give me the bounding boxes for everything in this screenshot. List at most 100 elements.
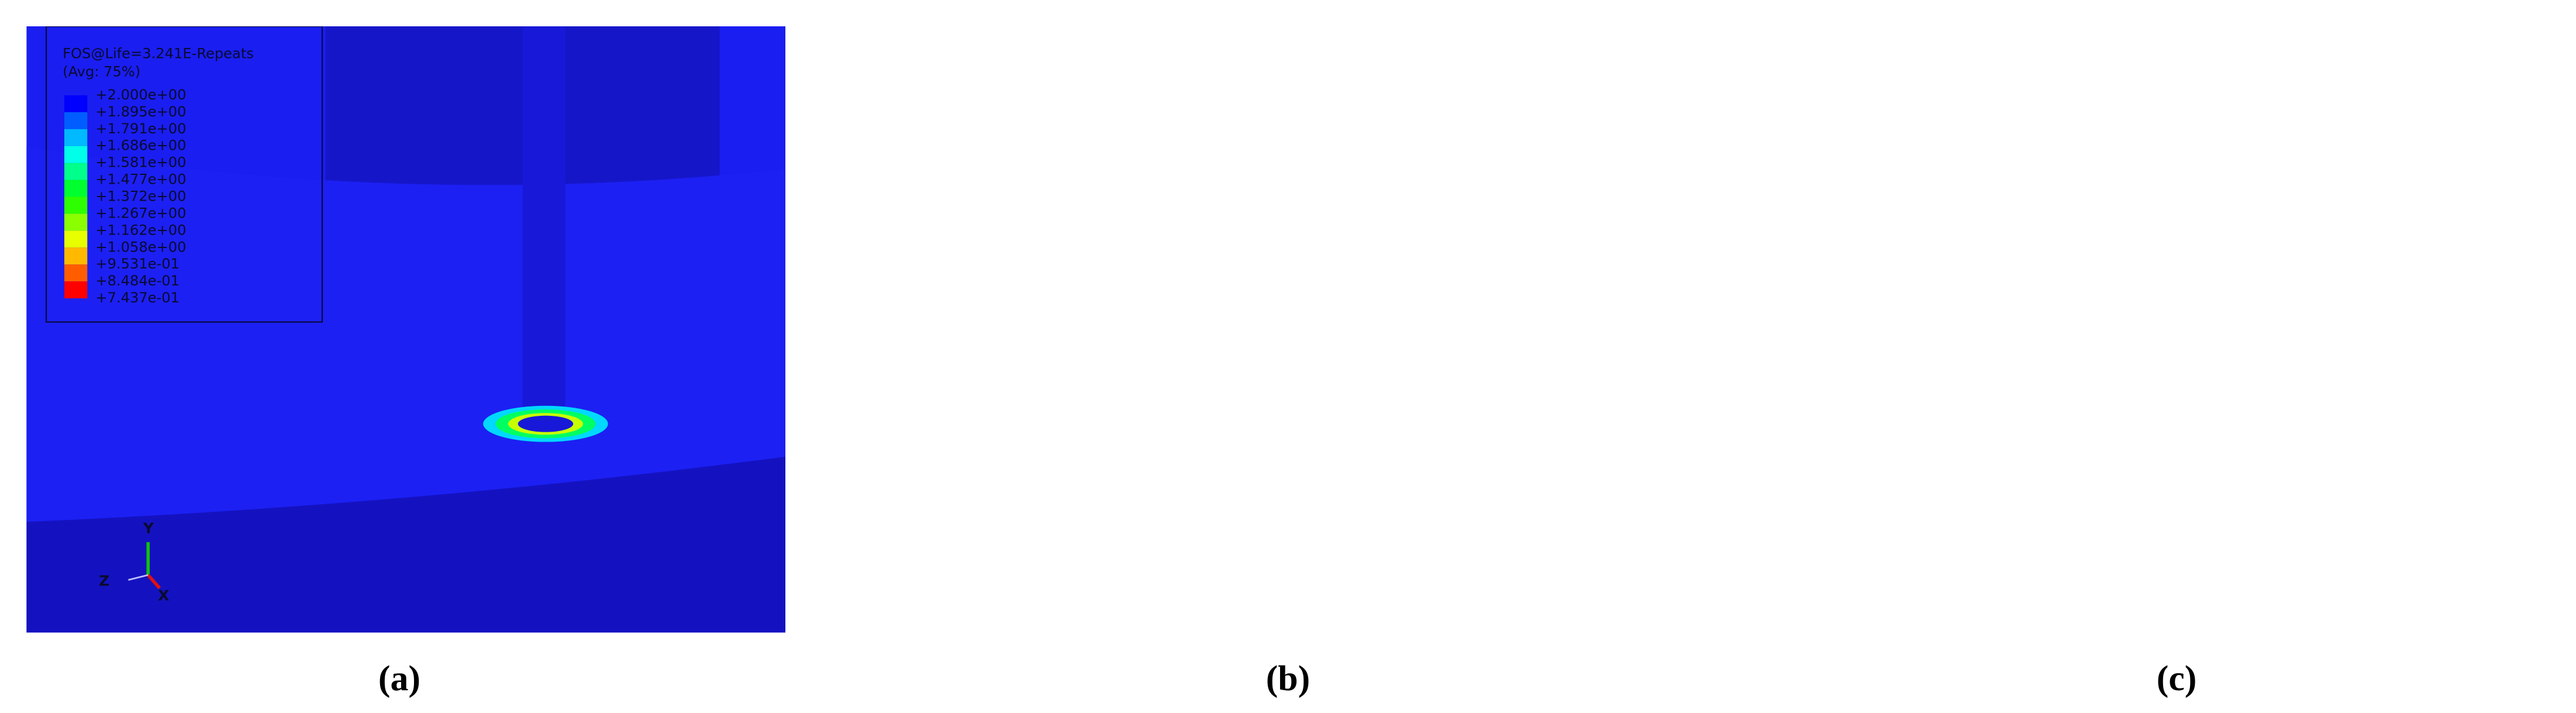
- axis-label: X: [158, 587, 169, 604]
- contour-plot: FOS@Life=7.258E-Repeats (Avg: 75%) +2.000e…: [1791, 13, 2563, 632]
- background: [1791, 13, 2563, 632]
- color-band: [64, 197, 88, 214]
- axis-label: Y: [143, 519, 154, 536]
- color-band: [64, 146, 88, 163]
- color-band: [953, 247, 976, 264]
- color-band: [64, 281, 88, 299]
- color-band: [64, 247, 88, 265]
- background: [902, 13, 1674, 632]
- legend-label: +1.477e+00: [95, 171, 186, 188]
- upper-body: [1791, 13, 2563, 456]
- axis-label: Z: [99, 572, 109, 589]
- rod: [2379, 13, 2418, 383]
- legend-label: +5.562e-01: [1872, 290, 1957, 306]
- stress-ring: [2381, 384, 2416, 398]
- color-band: [64, 264, 88, 282]
- legend: FOS@Life=6.065E-Repeats (Avg: 75%) +2.000e…: [935, 26, 1211, 322]
- legend-label: +1.037e+00: [1872, 222, 1963, 238]
- color-band: [1842, 213, 1864, 230]
- legend-label: +7.500e-01: [984, 256, 1068, 272]
- legend-label: +1.639e+00: [1872, 137, 1963, 154]
- color-band: [953, 180, 976, 197]
- legend-label: +5.000e-01: [984, 290, 1068, 306]
- hot-spot: [2465, 467, 2495, 480]
- legend-label: +1.058e+00: [95, 239, 186, 255]
- legend-label: +1.791e+00: [95, 120, 186, 137]
- color-band: [1842, 247, 1864, 264]
- legend-title: FOS@Life=6.065E-Repeats: [951, 46, 1143, 62]
- color-band: [1842, 264, 1864, 281]
- contour-plot: FOS@Life=3.241E-Repeats (Avg: 75%) +2.000e…: [26, 26, 786, 633]
- color-band: [64, 180, 88, 197]
- color-band: [953, 129, 976, 146]
- axis-label: X: [1935, 587, 1946, 604]
- legend-label: +1.162e+00: [95, 222, 186, 238]
- color-band: [64, 163, 88, 180]
- legend-label: +1.518e+00: [1872, 154, 1963, 171]
- legend-label: +1.625e+00: [984, 137, 1075, 154]
- stress-ring: [2364, 378, 2433, 404]
- axis-label: Y: [1920, 519, 1932, 536]
- color-band: [64, 230, 88, 248]
- color-band: [64, 95, 88, 112]
- hot-spot: [2244, 401, 2274, 414]
- color-band: [64, 213, 88, 231]
- color-band: [953, 197, 976, 213]
- legend: FOS@Life=3.241E-Repeats (Avg: 75%) +2.000e…: [45, 26, 323, 323]
- color-band: [1842, 163, 1864, 180]
- stress-ring: [518, 415, 574, 432]
- legend: FOS@Life=7.258E-Repeats (Avg: 75%) +2.000e…: [1823, 26, 2099, 322]
- legend-label: +1.875e+00: [984, 104, 1075, 120]
- legend-subtitle: (Avg: 75%): [63, 64, 140, 80]
- legend-label: +1.581e+00: [95, 154, 186, 171]
- color-band: [1842, 197, 1864, 213]
- right-body: [1543, 243, 1674, 633]
- legend-label: +2.000e+00: [95, 87, 186, 103]
- cylinder-side: [968, 276, 1543, 633]
- caption: (a): [378, 659, 420, 698]
- color-band: [953, 213, 976, 230]
- axis-z: [1017, 575, 1037, 580]
- stress-ring: [1411, 295, 1444, 306]
- stress-ring: [1404, 294, 1451, 308]
- legend-label: +1.398e+00: [1872, 171, 1963, 188]
- upper-block: [902, 13, 1230, 177]
- legend-label: +1.686e+00: [95, 137, 186, 154]
- axis-label: Z: [987, 572, 998, 589]
- legend-subtitle: (Avg: 75%): [951, 64, 1029, 80]
- legend-label: +1.000e+00: [984, 222, 1075, 238]
- caption: (c): [2157, 659, 2197, 698]
- legend-subtitle: (Avg: 75%): [1840, 64, 1918, 80]
- legend-label: +1.278e+00: [1872, 188, 1963, 204]
- legend-label: +2.000e+00: [984, 87, 1075, 103]
- axis-label: Z: [1876, 572, 1887, 589]
- color-band: [1842, 95, 1864, 112]
- color-band: [953, 230, 976, 247]
- color-band: [1842, 230, 1864, 247]
- axis-z: [128, 574, 149, 581]
- legend-box: [1823, 26, 2099, 322]
- contour-plot: FOS@Life=6.065E-Repeats (Avg: 75%) +2.000e…: [902, 13, 1674, 632]
- legend-label: +1.895e+00: [95, 104, 186, 120]
- hot-spot: [2318, 442, 2348, 455]
- hot-spot: [2351, 450, 2381, 463]
- legend-label: +8.484e-01: [95, 273, 180, 289]
- color-band: [1842, 180, 1864, 197]
- right-body: [2431, 13, 2563, 632]
- legend-label: +1.750e+00: [984, 120, 1075, 137]
- legend-label: +8.750e-01: [984, 239, 1068, 255]
- legend-label: +9.531e-01: [95, 256, 180, 272]
- color-band: [953, 95, 976, 112]
- legend-title: FOS@Life=3.241E-Repeats: [63, 46, 254, 62]
- axis-x: [147, 574, 161, 590]
- axis-label: X: [1047, 587, 1058, 604]
- legend-label: +1.125e+00: [984, 205, 1075, 221]
- legend-label: +9.172e-01: [1872, 239, 1957, 255]
- color-band: [1842, 112, 1864, 129]
- color-band: [953, 112, 976, 129]
- legend-label: +1.250e+00: [984, 188, 1075, 204]
- hot-spot: [2392, 500, 2422, 512]
- color-band: [64, 112, 88, 129]
